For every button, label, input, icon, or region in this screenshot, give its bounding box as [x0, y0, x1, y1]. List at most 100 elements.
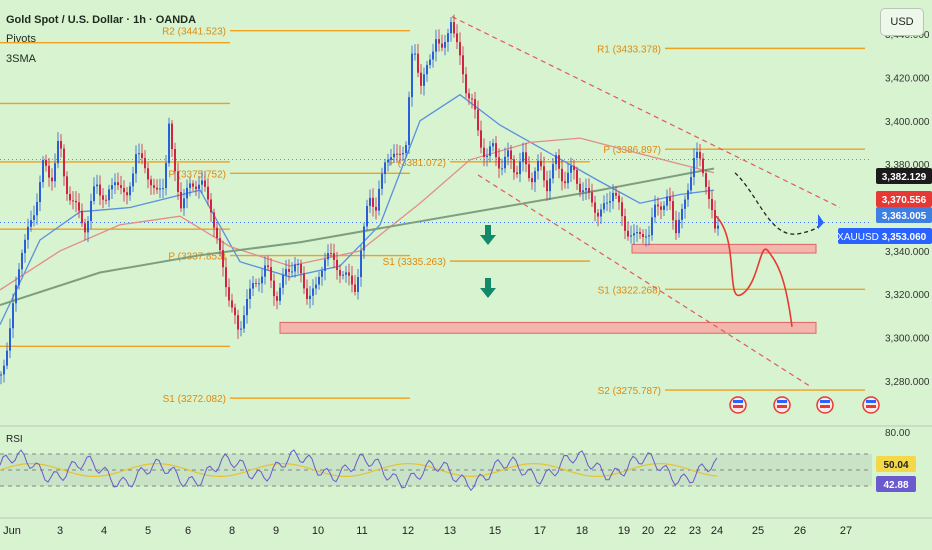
candle-body — [138, 153, 140, 155]
candle-body — [477, 109, 479, 131]
candle-body — [462, 55, 464, 75]
candle-body — [384, 162, 386, 174]
candle-body — [351, 275, 353, 285]
pivot-label: S1 (3272.082) — [163, 394, 226, 405]
rsi-line — [0, 449, 718, 492]
candle-body — [144, 158, 146, 169]
candle-body — [15, 285, 17, 304]
candle-body — [216, 227, 218, 239]
rsi-value-label: 42.88 — [883, 480, 908, 491]
channel-upper-line — [451, 16, 841, 209]
candle-body — [717, 225, 719, 229]
candle-body — [228, 287, 230, 301]
candle-body — [513, 159, 515, 173]
candle-body — [378, 188, 380, 211]
candle-body — [618, 195, 620, 203]
candle-body — [135, 154, 137, 174]
event-flag-stripe — [820, 400, 830, 403]
candle-body — [264, 265, 266, 277]
candle-body — [33, 215, 35, 221]
x-tick-label: 20 — [642, 525, 654, 537]
x-tick-label: 12 — [402, 525, 414, 537]
candle-body — [255, 283, 257, 285]
candle-body — [591, 192, 593, 203]
candle-body — [186, 187, 188, 199]
candle-body — [324, 259, 326, 271]
candle-body — [396, 153, 398, 155]
candle-body — [447, 33, 449, 42]
candle-body — [657, 204, 659, 207]
pivot-label: S2 (3275.787) — [598, 386, 661, 397]
x-tick-label: 18 — [576, 525, 588, 537]
candle-body — [678, 219, 680, 234]
candle-body — [42, 160, 44, 183]
candle-body — [342, 274, 344, 276]
x-tick-label: 6 — [185, 525, 191, 537]
candle-body — [486, 155, 488, 157]
candle-body — [279, 287, 281, 301]
y-tick-label: 3,300.000 — [885, 334, 930, 345]
candle-body — [528, 164, 530, 179]
candle-body — [66, 176, 68, 194]
candle-body — [273, 280, 275, 297]
x-tick-label: 11 — [356, 525, 367, 537]
candle-body — [663, 205, 665, 210]
candle-body — [315, 284, 317, 289]
candle-body — [27, 226, 29, 240]
candle-body — [543, 166, 545, 181]
candle-body — [456, 33, 458, 43]
x-tick-label: 24 — [711, 525, 723, 537]
candle-body — [354, 284, 356, 292]
symbol-title: Gold Spot / U.S. Dollar · 1h · OANDA — [6, 14, 197, 26]
candle-body — [504, 156, 506, 169]
rsi-value-label: 50.04 — [883, 460, 908, 471]
candle-body — [363, 226, 365, 251]
candle-body — [345, 272, 347, 275]
event-flag-stripe — [777, 400, 787, 403]
currency-button[interactable]: USD — [880, 8, 924, 36]
candle-body — [468, 93, 470, 99]
candle-body — [276, 296, 278, 301]
candle-body — [234, 307, 236, 316]
candle-body — [429, 59, 431, 65]
candle-body — [318, 276, 320, 285]
candle-body — [123, 187, 125, 193]
candle-body — [573, 166, 575, 171]
candle-body — [660, 206, 662, 210]
candle-body — [402, 153, 404, 155]
candle-body — [336, 259, 338, 271]
candle-body — [147, 168, 149, 180]
indicator-sma-label[interactable]: 3SMA — [6, 53, 36, 65]
candle-body — [642, 233, 644, 238]
candle-body — [432, 51, 434, 60]
candle-body — [471, 98, 473, 100]
candle-body — [624, 216, 626, 231]
candle-body — [576, 170, 578, 184]
x-tick-label: 10 — [312, 525, 324, 537]
candle-body — [93, 186, 95, 201]
candle-body — [177, 171, 179, 192]
indicator-pivots-label[interactable]: Pivots — [6, 33, 36, 45]
candle-body — [393, 153, 395, 158]
candle-body — [645, 236, 647, 238]
candle-body — [567, 172, 569, 184]
channel-lower-line — [477, 174, 813, 388]
candle-body — [96, 184, 98, 187]
candle-body — [54, 163, 56, 182]
candle-body — [6, 350, 8, 366]
candle-body — [531, 178, 533, 183]
candle-body — [606, 202, 608, 204]
candle-body — [558, 155, 560, 169]
candle-body — [441, 43, 443, 48]
candle-body — [495, 143, 497, 158]
candle-body — [327, 253, 329, 260]
candle-body — [453, 22, 455, 34]
candle-body — [381, 173, 383, 189]
candle-body — [588, 188, 590, 193]
candle-body — [45, 160, 47, 166]
rsi-axis-tick: 80.00 — [885, 428, 910, 439]
candle-body — [102, 195, 104, 200]
candle-body — [204, 180, 206, 187]
candle-body — [141, 153, 143, 159]
